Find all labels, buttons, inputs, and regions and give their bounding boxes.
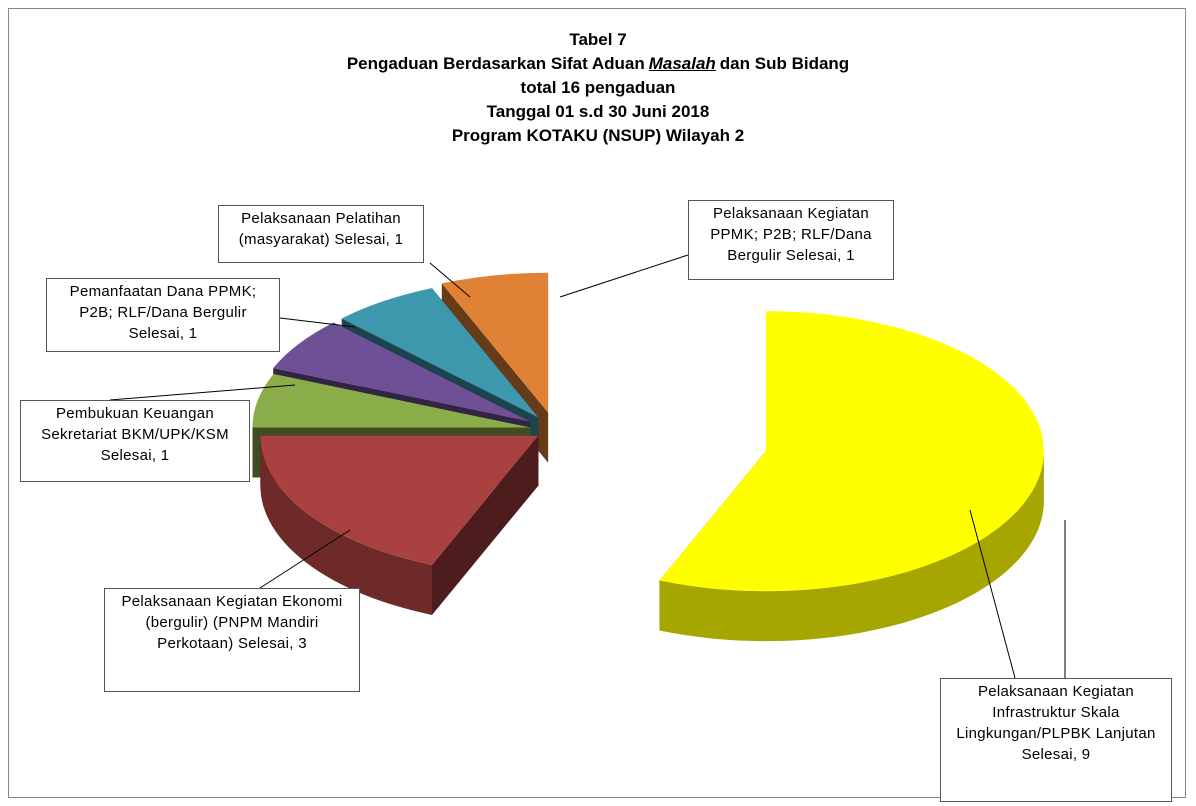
title-part: dan Sub Bidang [719,54,850,73]
leader-line [109,384,296,401]
leader-line [429,262,471,298]
slice-top [441,272,549,413]
title-line: total 16 pengaduan [520,78,676,97]
data-label: Pelaksanaan Kegiatan Ekonomi (bergulir) … [104,588,360,692]
title-part: Masalah [648,54,716,73]
slice-side [260,435,432,615]
leader-line [969,509,1016,679]
data-label: Pemanfaatan Dana PPMK; P2B; RLF/Dana Ber… [46,278,280,352]
title-line: Tanggal 01 s.d 30 Juni 2018 [486,102,710,121]
title-part: Pengaduan Berdasarkan Sifat Aduan [346,54,645,73]
chart-title: Tabel 7 Pengaduan Berdasarkan Sifat Adua… [0,28,1196,148]
chart-frame [8,8,1186,798]
data-label: Pelaksanaan Kegiatan PPMK; P2B; RLF/Dana… [688,200,894,280]
title-line: Pengaduan Berdasarkan Sifat Aduan Masalah… [0,52,1196,76]
title-line: Program KOTAKU (NSUP) Wilayah 2 [451,126,745,145]
leader-line [559,254,689,298]
slice-top [260,435,539,565]
leader-line [259,529,351,589]
data-label: Pelaksanaan Kegiatan Infrastruktur Skala… [940,678,1172,802]
slice-top [341,288,539,418]
pie-slice [659,311,1044,642]
data-label: Pembukuan Keuangan Sekretariat BKM/UPK/K… [20,400,250,482]
slice-top [659,311,1044,592]
pie-slice [260,435,539,615]
slice-top [273,322,531,422]
data-label: Pelaksanaan Pelatihan (masyarakat) Seles… [218,205,424,263]
slice-top [252,373,531,428]
leader-line [279,317,356,328]
title-line: Tabel 7 [569,30,627,49]
slice-side [659,451,1044,642]
